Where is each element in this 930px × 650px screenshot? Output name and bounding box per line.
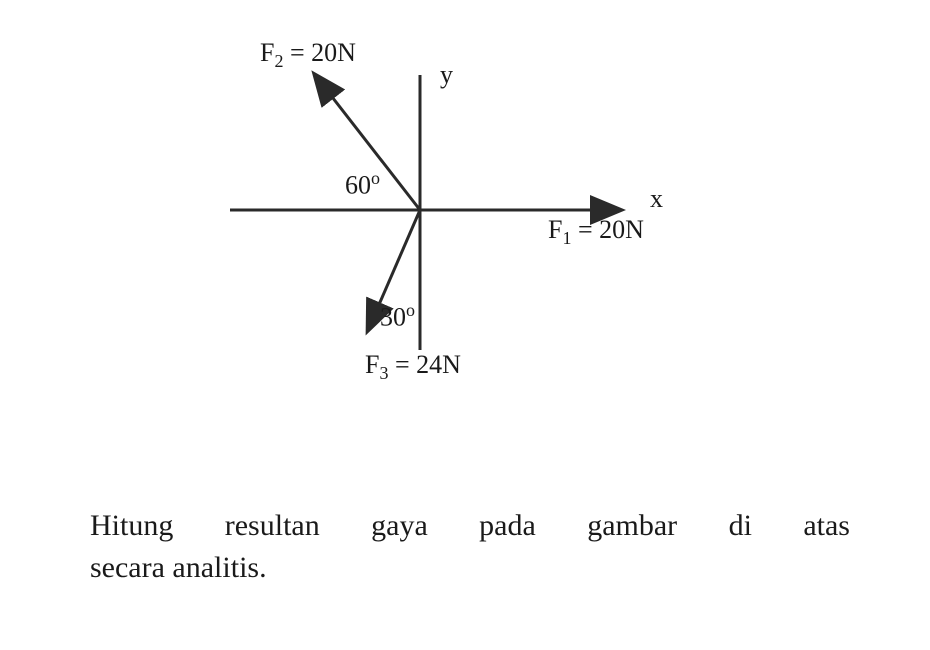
q-w6: di — [729, 505, 752, 547]
angle-60: 60o — [345, 168, 380, 201]
q-w3: gaya — [371, 505, 428, 547]
y-axis-label: y — [440, 60, 453, 90]
q-w2: resultan — [225, 505, 320, 547]
q-w4: pada — [479, 505, 536, 547]
angle-60-value: 60 — [345, 171, 371, 200]
f2-label: F2 = 20N — [260, 38, 356, 72]
f3-label: F3 = 24N — [365, 350, 461, 384]
force-diagram: F2 = 20N y 60o x F1 = 20N 30o F3 = 24N — [120, 20, 720, 420]
question-line1: Hitung resultan gaya pada gambar di atas — [90, 505, 850, 547]
angle-30: 30o — [380, 300, 415, 333]
q-w5: gambar — [587, 505, 677, 547]
degree-sup-1: o — [371, 168, 380, 188]
q-w7: atas — [803, 505, 850, 547]
f1-label: F1 = 20N — [548, 215, 644, 249]
question-line2: secara analitis. — [90, 547, 850, 589]
angle-30-value: 30 — [380, 303, 406, 332]
q-w1: Hitung — [90, 505, 173, 547]
question-text: Hitung resultan gaya pada gambar di atas… — [90, 505, 850, 589]
degree-sup-2: o — [406, 300, 415, 320]
x-axis-label: x — [650, 184, 663, 214]
